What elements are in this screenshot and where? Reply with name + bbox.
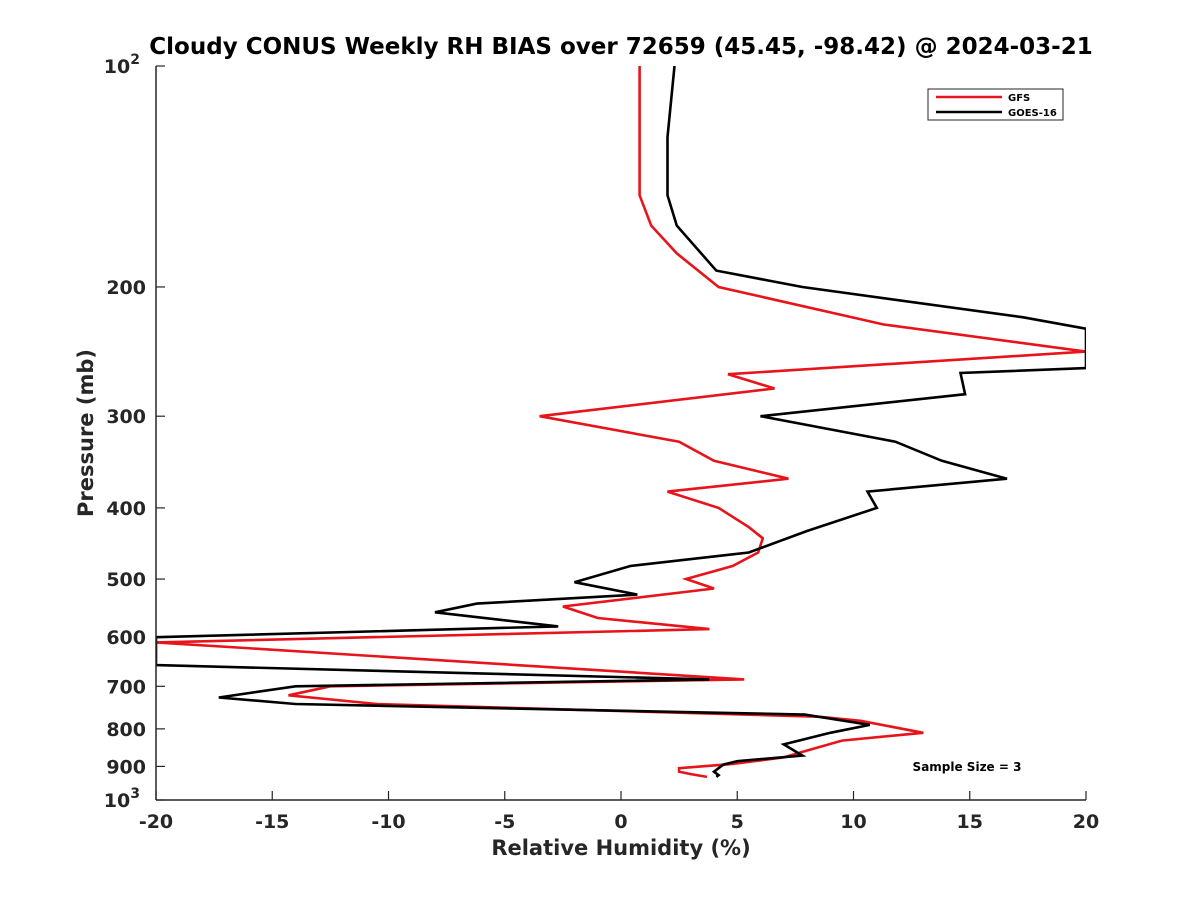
y-tick-base: 10	[104, 790, 130, 812]
y-tick-label: 200	[106, 277, 146, 299]
y-tick-label: 500	[106, 569, 146, 591]
y-tick-exponent: 3	[130, 786, 140, 802]
y-tick-base: 10	[104, 56, 130, 78]
x-tick-label: -15	[255, 811, 289, 833]
chart-title: Cloudy CONUS Weekly RH BIAS over 72659 (…	[149, 34, 1092, 60]
plot-area: -20 -15 -10 -5 0 5 10 15 20 10220030040050060070…	[104, 52, 1099, 833]
x-axis: -20 -15 -10 -5 0 5 10 15 20	[139, 791, 1099, 833]
y-tick-label: 103	[104, 786, 140, 812]
y-axis-label: Pressure (mb)	[74, 349, 98, 517]
y-tick-label: 400	[106, 498, 146, 520]
x-tick-label: 20	[1073, 811, 1099, 833]
series-line-goes-16	[156, 66, 1086, 778]
x-tick-label: -20	[139, 811, 173, 833]
sample-size-annotation: Sample Size = 3	[913, 760, 1022, 774]
x-tick-label: -5	[494, 811, 515, 833]
y-tick-label: 300	[106, 406, 146, 428]
y-tick-label: 900	[106, 756, 146, 778]
y-tick-label: 800	[106, 719, 146, 741]
legend-box	[927, 88, 1064, 121]
series-layer	[156, 66, 1086, 779]
legend-label: GFS	[1008, 93, 1030, 104]
series-line-gfs	[156, 66, 1086, 779]
y-tick-label: 600	[106, 627, 146, 649]
y-tick-label: 700	[106, 676, 146, 698]
x-tick-label: 15	[957, 811, 983, 833]
x-tick-label: 5	[731, 811, 744, 833]
y-tick-exponent: 2	[130, 52, 140, 68]
y-tick-label: 102	[104, 52, 140, 78]
x-tick-label: 0	[614, 811, 627, 833]
x-axis-label: Relative Humidity (%)	[491, 836, 750, 860]
x-tick-label: -10	[371, 811, 405, 833]
legend: GFS GOES-16	[927, 88, 1064, 121]
legend-label: GOES-16	[1008, 108, 1057, 119]
x-tick-label: 10	[840, 811, 866, 833]
